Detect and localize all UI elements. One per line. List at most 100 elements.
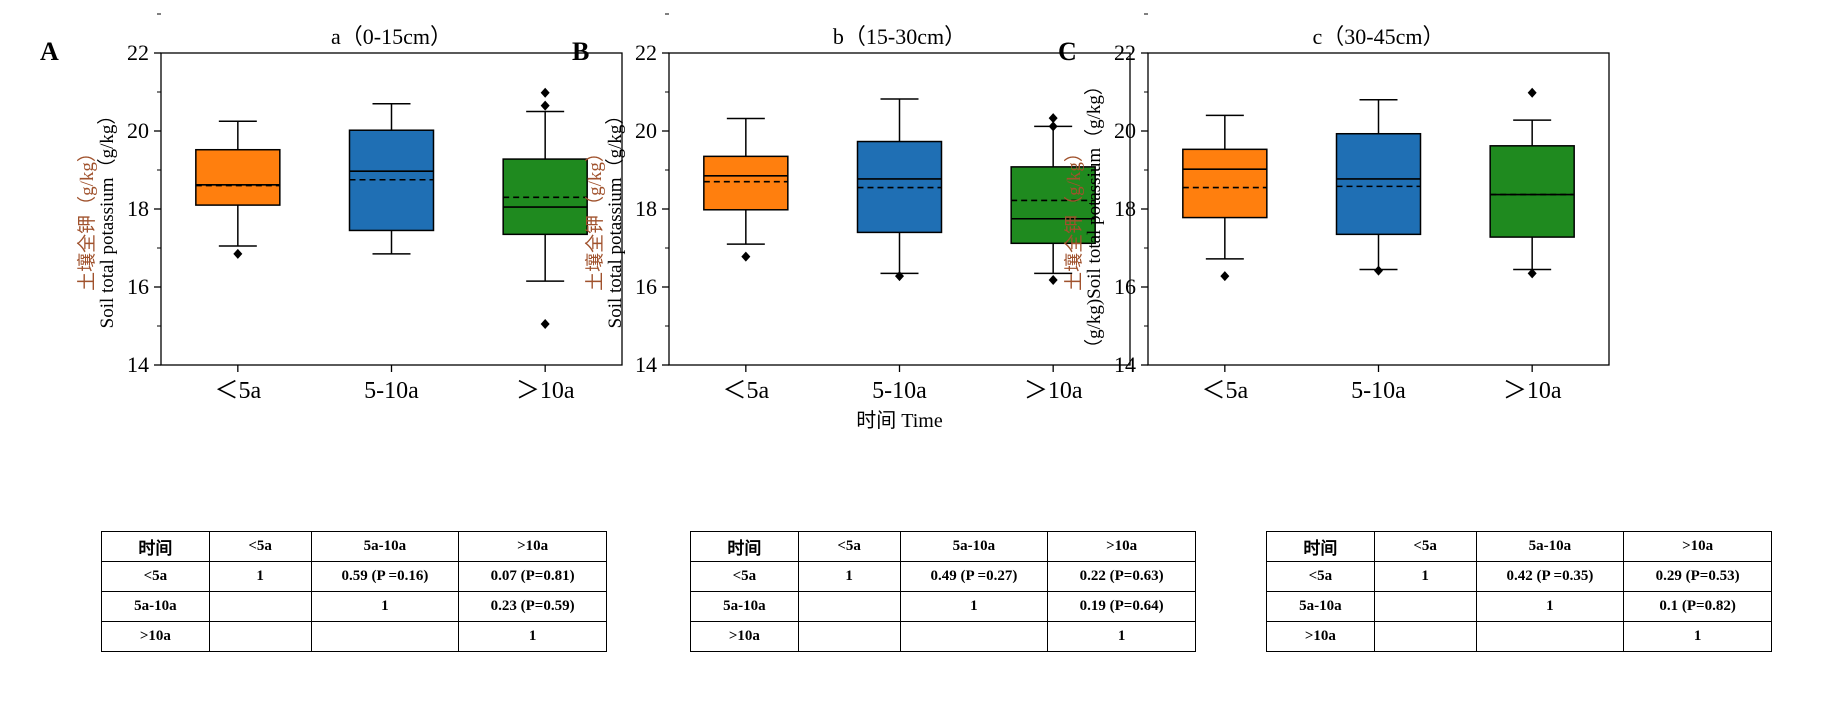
table-cell: 1	[208, 561, 312, 592]
y-tick-label: 18	[635, 196, 657, 221]
panel-letter: A	[40, 37, 59, 66]
table-cell: 0.59 (P =0.16)	[310, 561, 460, 592]
table-row: <5a 1 0.49 (P =0.27) 0.22 (P=0.63)	[690, 561, 1196, 592]
table-row: >10a 1	[101, 621, 607, 652]
x-tick-label: ＞10a	[1503, 378, 1562, 404]
table-cell: 0.29 (P=0.53)	[1623, 561, 1772, 592]
y-tick-label: 14	[127, 352, 149, 377]
y-tick-label: 20	[1114, 118, 1136, 143]
x-tick-label: ＜5a	[1202, 378, 1249, 404]
table-cell: >10a	[101, 621, 210, 652]
y-tick-label: 16	[1114, 274, 1136, 299]
table-header-cell: 时间	[1266, 531, 1375, 562]
y-tick-label: 20	[635, 118, 657, 143]
y-tick-label: 22	[635, 40, 657, 65]
correlation-table-a: 时间 <5a 5a-10a >10a <5a 1 0.59 (P =0.16) …	[101, 531, 607, 652]
table-cell: 1	[310, 591, 460, 622]
y-axis-label-cn: 土壤全钾（g/kg）	[1063, 143, 1085, 291]
y-tick-label: 14	[1114, 352, 1136, 377]
table-cell	[899, 621, 1049, 652]
y-axis-label-cn: 土壤全钾（g/kg）	[584, 143, 606, 291]
panel-letter: B	[572, 37, 589, 66]
panel-title: c（30-45cm）	[1313, 24, 1445, 49]
x-axis-label: 时间 Time	[856, 409, 943, 432]
table-row: 5a-10a 1 0.1 (P=0.82)	[1266, 591, 1772, 622]
y-axis-label-en: （g/kg)Soil total potassium（g/kg）	[1083, 76, 1105, 358]
table-cell: <5a	[1266, 561, 1375, 592]
table-cell: 1	[1047, 621, 1196, 652]
y-axis-label-en: Soil total potassium（g/kg）	[96, 106, 118, 329]
table-cell: 1	[1623, 621, 1772, 652]
table-cell: <5a	[101, 561, 210, 592]
table-cell	[1373, 591, 1477, 622]
table-cell	[1373, 621, 1477, 652]
outlier-point	[1048, 121, 1058, 132]
box-5-10a	[1335, 132, 1422, 236]
outlier-point	[1527, 87, 1537, 98]
outlier-point	[233, 248, 243, 259]
y-tick-label: 20	[127, 118, 149, 143]
box-＜5a	[195, 148, 281, 206]
table-header-row: 时间 <5a 5a-10a >10a	[101, 531, 607, 562]
table-row: 5a-10a 1 0.23 (P=0.59)	[101, 591, 607, 622]
y-tick-label: 18	[127, 196, 149, 221]
table-header-cell: 5a-10a	[899, 531, 1049, 562]
y-tick-label: 14	[635, 352, 657, 377]
box-＞10a	[1489, 145, 1575, 238]
table-cell: 0.22 (P=0.63)	[1047, 561, 1196, 592]
panel-title: b（15-30cm）	[833, 24, 966, 49]
x-tick-label: ＞10a	[516, 378, 575, 404]
table-cell	[208, 591, 312, 622]
table-row: <5a 1 0.42 (P =0.35) 0.29 (P=0.53)	[1266, 561, 1772, 592]
table-header-cell: <5a	[1373, 531, 1477, 562]
outlier-point	[895, 271, 904, 282]
x-tick-label: 5-10a	[364, 378, 419, 404]
table-header-row: 时间 <5a 5a-10a >10a	[690, 531, 1196, 562]
outlier-point	[540, 319, 550, 330]
outlier-point	[540, 87, 550, 98]
outlier-point	[1048, 274, 1058, 285]
y-tick-label: 16	[127, 274, 149, 299]
table-row: >10a 1	[1266, 621, 1772, 652]
table-header-cell: >10a	[458, 531, 607, 562]
table-cell: <5a	[690, 561, 799, 592]
x-tick-label: 5-10a	[1351, 378, 1406, 404]
table-header-cell: 时间	[101, 531, 210, 562]
x-tick-label: 5-10a	[872, 378, 927, 404]
panel-title: a（0-15cm）	[331, 24, 452, 49]
table-cell	[310, 621, 460, 652]
table-cell	[797, 591, 901, 622]
table-header-row: 时间 <5a 5a-10a >10a	[1266, 531, 1772, 562]
table-cell: 5a-10a	[101, 591, 210, 622]
box-＜5a	[703, 155, 789, 211]
table-cell: 0.23 (P=0.59)	[458, 591, 607, 622]
outlier-point	[1048, 113, 1058, 124]
table-cell: 0.42 (P =0.35)	[1475, 561, 1625, 592]
y-tick-label: 22	[1114, 40, 1136, 65]
box-＞10a	[1010, 166, 1096, 245]
panel-letter: C	[1058, 37, 1077, 66]
table-row: >10a 1	[690, 621, 1196, 652]
y-axis-label-cn: 土壤全钾（g/kg）	[76, 143, 98, 291]
table-cell: 1	[1475, 591, 1625, 622]
correlation-table-c: 时间 <5a 5a-10a >10a <5a 1 0.42 (P =0.35) …	[1266, 531, 1772, 652]
x-tick-label: ＜5a	[215, 378, 262, 404]
table-cell: 1	[899, 591, 1049, 622]
outlier-point	[1374, 265, 1383, 276]
table-header-cell: 5a-10a	[1475, 531, 1625, 562]
x-tick-label: ＜5a	[723, 378, 770, 404]
table-cell: 0.19 (P=0.64)	[1047, 591, 1196, 622]
table-cell	[1475, 621, 1625, 652]
table-cell	[208, 621, 312, 652]
table-header-cell: 5a-10a	[310, 531, 460, 562]
table-cell: 5a-10a	[690, 591, 799, 622]
table-cell	[797, 621, 901, 652]
correlation-table-b: 时间 <5a 5a-10a >10a <5a 1 0.49 (P =0.27) …	[690, 531, 1196, 652]
outlier-point	[1220, 271, 1230, 282]
outlier-point	[1527, 268, 1537, 279]
table-header-cell: >10a	[1623, 531, 1772, 562]
table-header-cell: <5a	[797, 531, 901, 562]
table-header-cell: >10a	[1047, 531, 1196, 562]
table-row: 5a-10a 1 0.19 (P=0.64)	[690, 591, 1196, 622]
y-axis-label-en: Soil total potassium（g/kg）	[604, 106, 626, 329]
